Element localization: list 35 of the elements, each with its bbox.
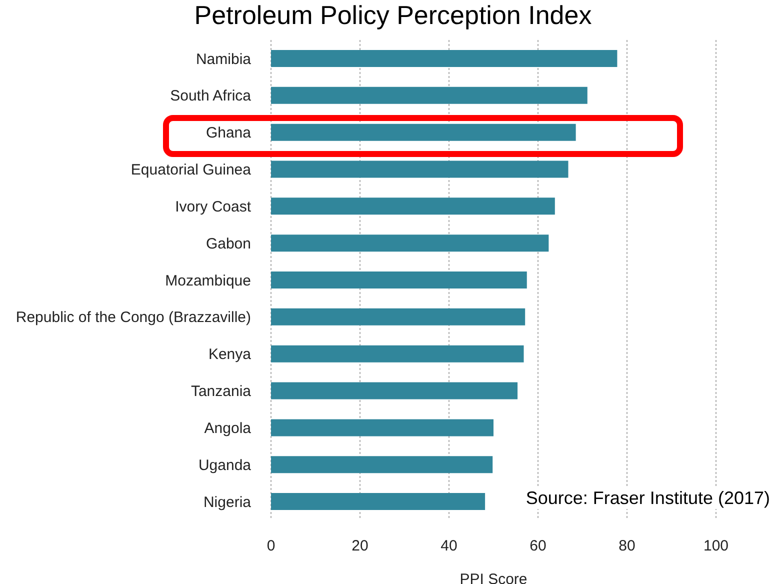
bar: [271, 382, 518, 400]
y-tick-label: Angola: [204, 420, 252, 438]
bar: [271, 272, 527, 289]
y-tick-label: Gabon: [206, 235, 251, 252]
bar: [271, 198, 555, 215]
y-tick-label: Mozambique: [165, 272, 251, 290]
bar: [271, 345, 524, 362]
bar: [271, 124, 576, 141]
bar: [271, 86, 588, 104]
y-tick-label: Republic of the Congo (Brazzaville): [16, 309, 251, 326]
y-tick-label: Ghana: [206, 124, 252, 142]
y-tick-label: Nigeria: [203, 494, 252, 511]
x-axis-title: PPI Score: [460, 571, 528, 584]
x-tick-label: 60: [530, 538, 546, 555]
bar: [271, 50, 618, 67]
bar: [271, 234, 549, 252]
y-tick-label: Kenya: [208, 346, 252, 364]
bar: [271, 160, 568, 178]
annotation: Source: Fraser Institute (2017): [526, 488, 770, 509]
x-tick-label: 0: [266, 538, 276, 555]
x-tick-label: 100: [703, 538, 729, 555]
y-tick-label: Ivory Coast: [175, 198, 252, 216]
y-tick-label: Equatorial Guinea: [130, 162, 252, 179]
y-tick-label: Uganda: [198, 456, 252, 474]
x-tick-label: 80: [618, 538, 636, 555]
bar: [271, 456, 493, 474]
chart-title: Petroleum Policy Perception Index: [193, 0, 593, 31]
x-tick-label: 20: [352, 538, 368, 555]
y-tick-label: Namibia: [196, 50, 252, 68]
y-tick-label: South Africa: [170, 88, 252, 105]
y-tick-label: Tanzania: [190, 383, 252, 400]
bar: [271, 419, 494, 436]
bar: [271, 493, 486, 510]
bar: [271, 308, 526, 326]
x-tick-label: 40: [440, 538, 458, 555]
